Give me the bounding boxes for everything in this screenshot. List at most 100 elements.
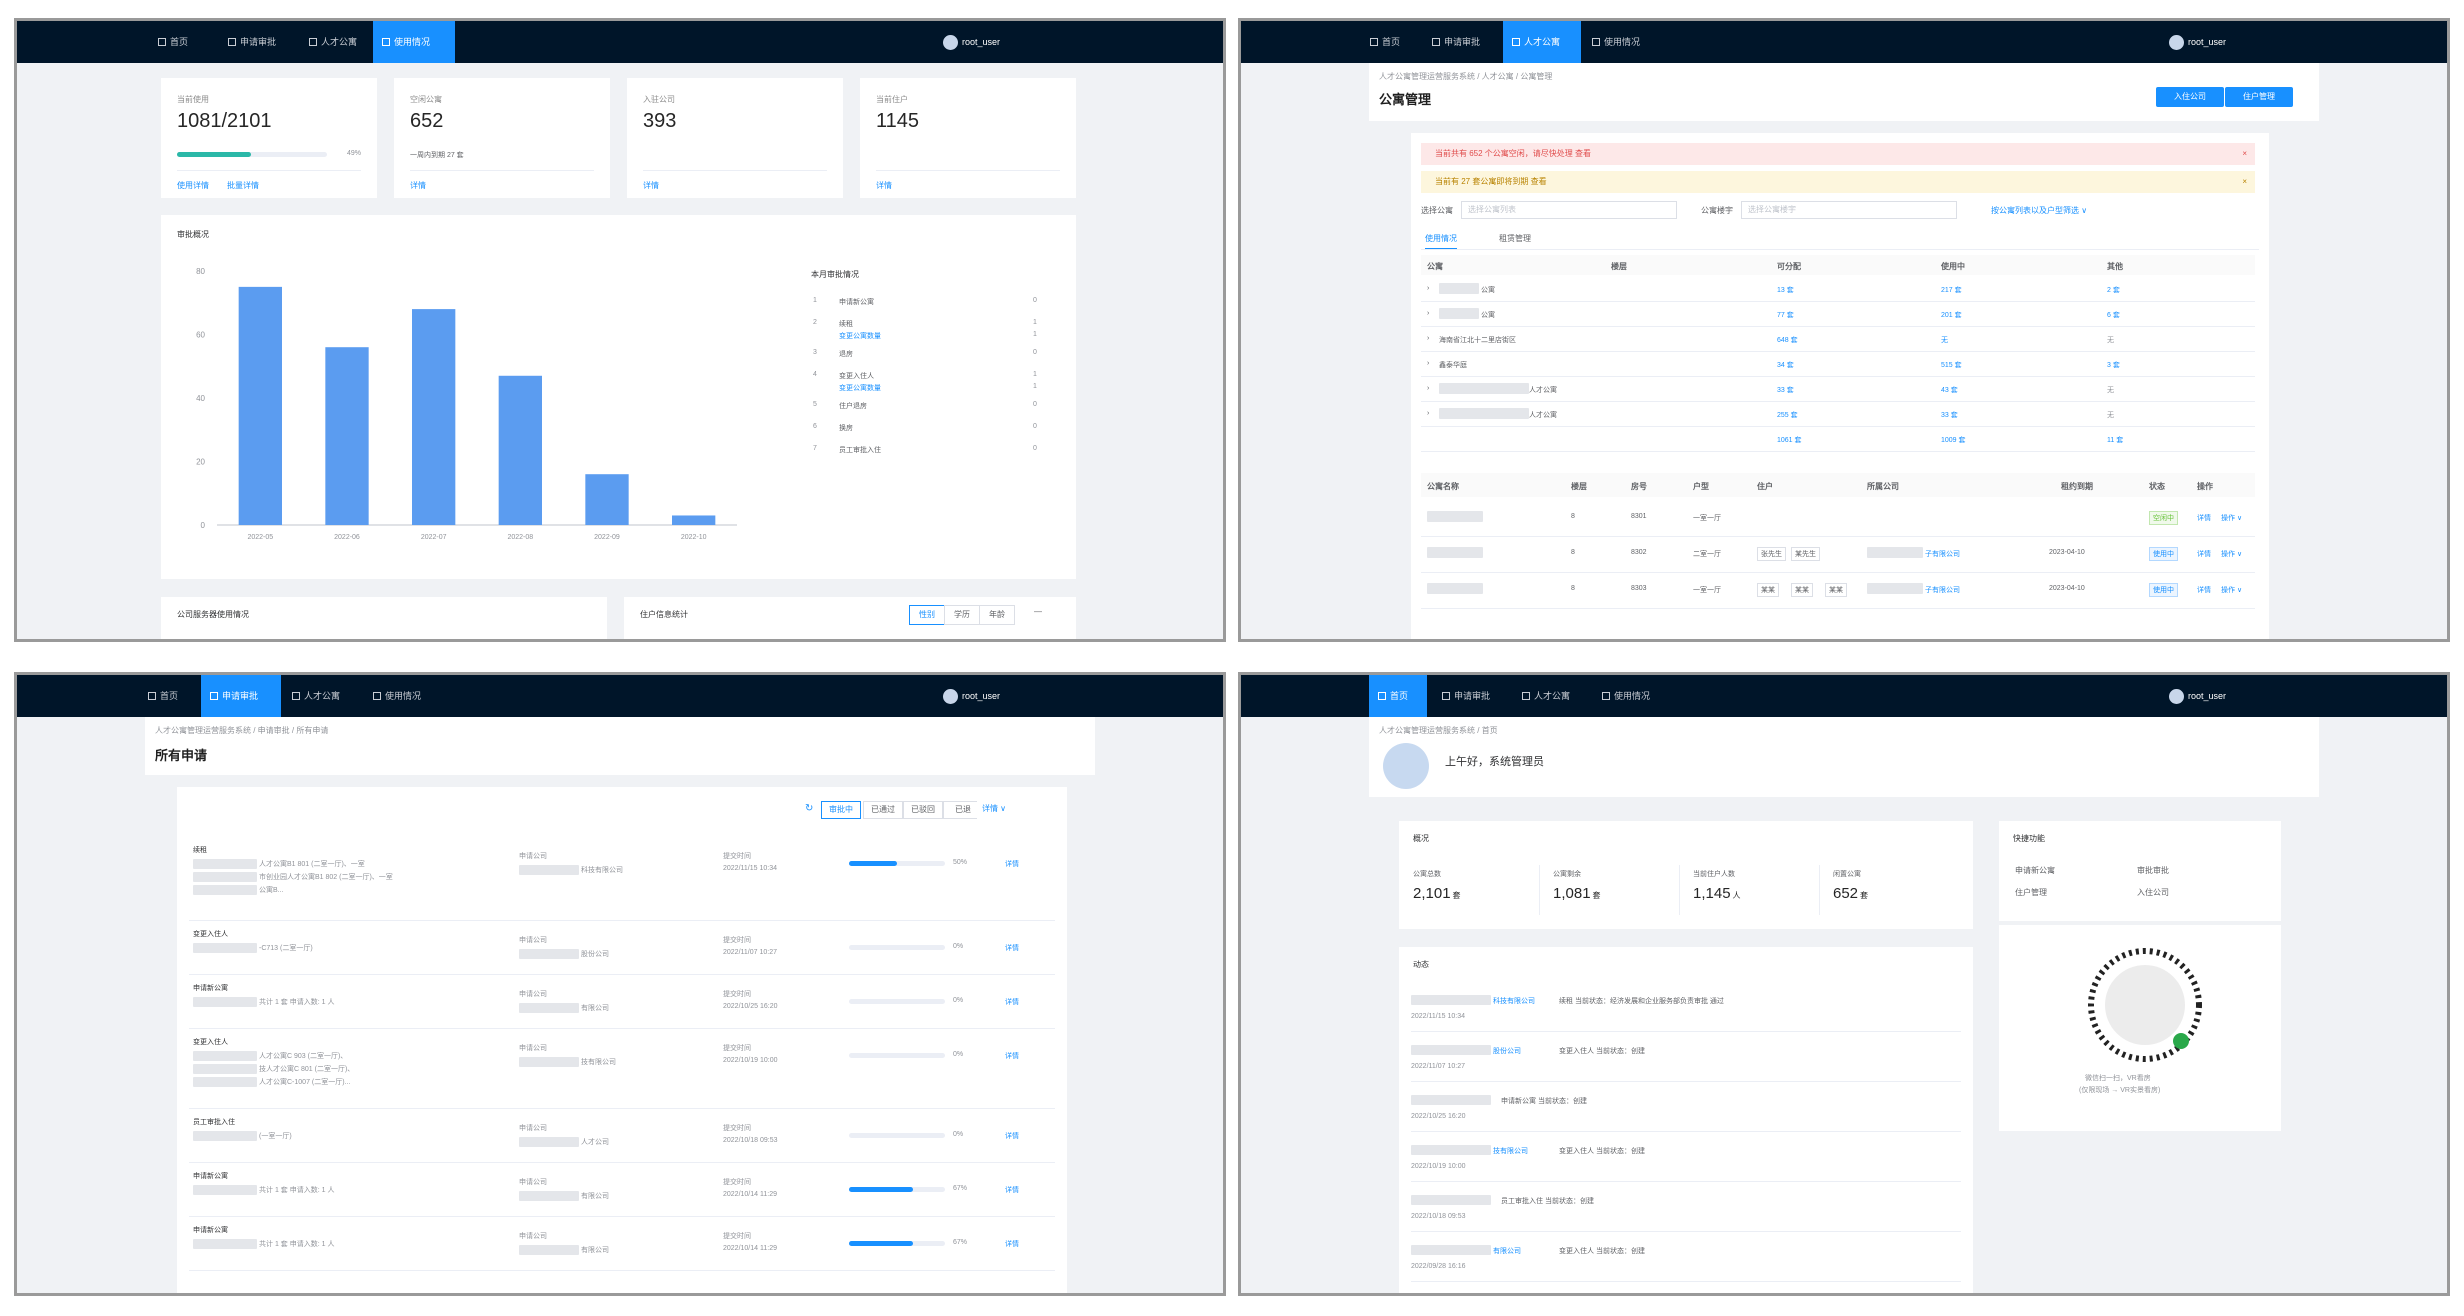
in-use-count[interactable]: 33 套 xyxy=(1941,412,1958,419)
close-icon[interactable]: × xyxy=(2242,149,2247,158)
in-use-count[interactable]: 1009 套 xyxy=(1941,437,1966,444)
building-select[interactable]: 选择公寓楼宇 xyxy=(1741,201,1957,219)
operation-dropdown[interactable]: 操作 ∨ xyxy=(2221,551,2243,558)
company-link[interactable]: 科技有限公司 xyxy=(1493,998,1535,1005)
detail-link[interactable]: 详情 xyxy=(2197,587,2211,594)
nav-usage[interactable]: 使用情况 xyxy=(1593,675,1659,717)
nav-apply[interactable]: 申请审批 xyxy=(201,675,281,717)
bar-2022-09[interactable] xyxy=(585,474,629,525)
close-icon[interactable]: × xyxy=(2242,177,2247,186)
operation-dropdown[interactable]: 操作 ∨ xyxy=(2221,515,2243,522)
activity-item[interactable]: 员工审批入住 当前状态：创建 2022/10/18 09:53 xyxy=(1411,1191,1961,1241)
in-use-count[interactable]: 无 xyxy=(1941,337,1948,344)
usage-detail-link[interactable]: 使用详情 xyxy=(177,181,209,190)
table-row[interactable]: › 人才公寓 33 套 43 套 无 xyxy=(1421,377,2255,402)
nav-apartment[interactable]: 人才公寓 xyxy=(1503,21,1581,63)
expand-icon[interactable]: › xyxy=(1427,285,1430,292)
in-use-count[interactable]: 201 套 xyxy=(1941,312,1962,319)
expand-icon[interactable]: › xyxy=(1427,410,1430,417)
bar-2022-10[interactable] xyxy=(672,515,716,525)
activity-item[interactable]: 技有限公司 变更入住人 当前状态：创建 2022/10/19 10:00 xyxy=(1411,1141,1961,1191)
detail-link[interactable]: 详情 xyxy=(1005,1187,1019,1194)
list-item[interactable]: 申请新公寓 共计 1 套 申请入数: 1 人 申请公司 有限公司 提交时间 2022/10… xyxy=(189,975,1055,1029)
detail-link[interactable]: 详情 xyxy=(1005,1133,1019,1140)
expand-icon[interactable]: › xyxy=(1427,385,1430,392)
activity-item[interactable]: 股份公司 变更入住人 当前状态：创建 2022/11/07 10:27 xyxy=(1411,1041,1961,1091)
detail-link[interactable]: 详情 xyxy=(1005,1053,1019,1060)
activity-item[interactable]: 科技有限公司 续租 当前状态：经济发展和企业服务部负责审批 通过 2022/11/1… xyxy=(1411,991,1961,1041)
company-link[interactable]: 有限公司 xyxy=(1493,1248,1521,1255)
nav-usage[interactable]: 使用情况 xyxy=(373,21,455,63)
resident-manage-button[interactable]: 住户管理 xyxy=(2225,87,2293,107)
nav-home[interactable]: 首页 xyxy=(149,21,197,63)
free-detail-link[interactable]: 详情 xyxy=(410,181,426,190)
tab-lease[interactable]: 租赁管理 xyxy=(1499,234,1531,243)
detail-link[interactable]: 详情 xyxy=(2197,551,2211,558)
batch-detail-link[interactable]: 批量详情 xyxy=(227,181,259,190)
nav-apply[interactable]: 申请审批 xyxy=(1423,21,1489,63)
refresh-icon[interactable]: ↻ xyxy=(805,803,814,814)
table-row[interactable]: › 公寓 13 套 217 套 2 套 xyxy=(1421,277,2255,302)
quick-company[interactable]: 入住公司 xyxy=(2137,888,2169,897)
other-count[interactable]: 3 套 xyxy=(2107,362,2120,369)
item-sub-link[interactable]: 变更公寓数量 xyxy=(839,333,881,340)
bar-2022-08[interactable] xyxy=(498,375,542,525)
in-use-count[interactable]: 43 套 xyxy=(1941,387,1958,394)
company-button[interactable]: 入住公司 xyxy=(2156,87,2224,107)
table-row[interactable]: 1061 套 1009 套 11 套 xyxy=(1421,427,2255,452)
seg-age[interactable]: 年龄 xyxy=(979,605,1015,625)
seg-gender[interactable]: 性别 xyxy=(909,605,945,625)
list-item[interactable]: 变更入住人 -C713 (二室一厅) 申请公司 股份公司 提交时间 2022/11/07 … xyxy=(189,921,1055,975)
detail-link[interactable]: 详情 xyxy=(1005,999,1019,1006)
nav-apartment[interactable]: 人才公寓 xyxy=(1513,675,1579,717)
available-count[interactable]: 77 套 xyxy=(1777,312,1794,319)
nav-apartment[interactable]: 人才公寓 xyxy=(283,675,349,717)
operation-dropdown[interactable]: 操作 ∨ xyxy=(2221,587,2243,594)
nav-apply[interactable]: 申请审批 xyxy=(1433,675,1499,717)
nav-home[interactable]: 首页 xyxy=(1369,675,1427,717)
activity-item[interactable]: 有限公司 变更入住人 当前状态：创建 2022/09/28 16:16 xyxy=(1411,1241,1961,1291)
available-count[interactable]: 648 套 xyxy=(1777,337,1798,344)
approval-item[interactable]: 6 换房 0 xyxy=(811,423,1051,445)
expand-icon[interactable]: › xyxy=(1427,360,1430,367)
approval-item[interactable]: 7 员工审批入住 0 xyxy=(811,445,1051,467)
nav-home[interactable]: 首页 xyxy=(1361,21,1409,63)
bar-2022-05[interactable] xyxy=(238,286,282,525)
activity-item[interactable]: 申请新公寓 当前状态：创建 2022/10/25 16:20 xyxy=(1411,1091,1961,1141)
bar-2022-06[interactable] xyxy=(325,347,369,525)
list-item[interactable]: 申请新公寓 共计 1 套 申请入数: 1 人 申请公司 有限公司 提交时间 2022/10… xyxy=(189,1217,1055,1271)
bar-2022-07[interactable] xyxy=(412,309,456,525)
available-count[interactable]: 34 套 xyxy=(1777,362,1794,369)
filter-2[interactable]: 已驳回 xyxy=(903,801,943,819)
available-count[interactable]: 1061 套 xyxy=(1777,437,1802,444)
user-menu[interactable]: root_user xyxy=(2169,675,2226,717)
more-icon[interactable]: — xyxy=(1034,607,1042,616)
filter-1[interactable]: 已通过 xyxy=(863,801,903,819)
quick-new-apartment[interactable]: 申请新公寓 xyxy=(2015,866,2055,875)
detail-link[interactable]: 详情 xyxy=(1005,945,1019,952)
table-row[interactable]: 8 8303 一室一厅 某某 某某 某某 子有限公司 2023-04-10 使用中 详情 操作 ∨ xyxy=(1421,573,2255,609)
nav-home[interactable]: 首页 xyxy=(139,675,187,717)
approval-item[interactable]: 2 续租 1 变更公寓数量 1 xyxy=(811,319,1051,347)
available-count[interactable]: 13 套 xyxy=(1777,287,1794,294)
table-row[interactable]: 8 8301 一室一厅 空闲中 详情 操作 ∨ xyxy=(1421,501,2255,537)
detail-link[interactable]: 详情 xyxy=(2197,515,2211,522)
nav-apply[interactable]: 申请审批 xyxy=(219,21,285,63)
approval-item[interactable]: 5 住户退房 0 xyxy=(811,401,1051,423)
nav-usage[interactable]: 使用情况 xyxy=(364,675,430,717)
other-count[interactable]: 2 套 xyxy=(2107,287,2120,294)
company-link[interactable]: 股份公司 xyxy=(1493,1048,1521,1055)
list-item[interactable]: 申请新公寓 共计 1 套 申请入数: 1 人 申请公司 有限公司 提交时间 2022/10… xyxy=(189,1163,1055,1217)
list-item[interactable]: 变更入住人 人才公寓C 903 (二室一厅)、 技人才公寓C 801 (二室一厅)、… xyxy=(189,1029,1055,1109)
residents-detail-link[interactable]: 详情 xyxy=(876,181,892,190)
other-count[interactable]: 11 套 xyxy=(2107,437,2124,444)
nav-usage[interactable]: 使用情况 xyxy=(1583,21,1649,63)
item-sub-link[interactable]: 变更公寓数量 xyxy=(839,385,881,392)
table-row[interactable]: 8 8302 二室一厅 张先生 某先生 子有限公司 2023-04-10 使用中 详情 操作 ∨ xyxy=(1421,537,2255,573)
table-row[interactable]: › 鑫泰华庭 34 套 515 套 3 套 xyxy=(1421,352,2255,377)
list-item[interactable]: 续租 人才公寓B1 801 (二室一厅)、一室 市创业园人才公寓B1 802 (二室… xyxy=(189,837,1055,921)
detail-link[interactable]: 详情 xyxy=(1005,861,1019,868)
expand-icon[interactable]: › xyxy=(1427,335,1430,342)
in-use-count[interactable]: 217 套 xyxy=(1941,287,1962,294)
company-detail-link[interactable]: 详情 xyxy=(643,181,659,190)
